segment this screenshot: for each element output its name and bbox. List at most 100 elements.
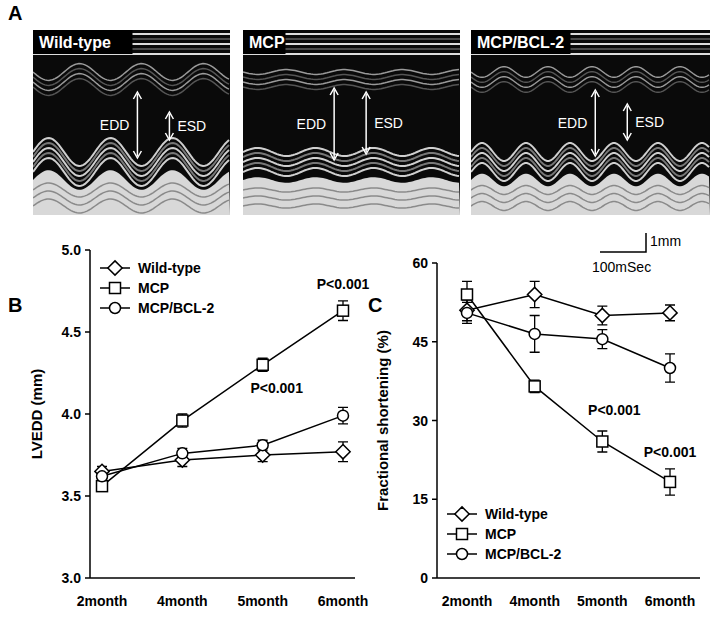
marker bbox=[597, 334, 608, 345]
echo-bottom bbox=[243, 177, 460, 215]
echo-wall bbox=[243, 163, 459, 171]
echo-texture bbox=[243, 204, 459, 208]
marker bbox=[457, 549, 468, 560]
marker bbox=[528, 287, 542, 301]
echo-texture bbox=[471, 202, 709, 211]
series-line bbox=[467, 295, 670, 482]
legend-label: MCP bbox=[138, 280, 169, 296]
arrow-shaft bbox=[137, 94, 139, 156]
error-bar bbox=[177, 448, 187, 458]
annotation: P<0.001 bbox=[250, 380, 303, 396]
error-bar bbox=[338, 407, 348, 423]
y-tick bbox=[85, 495, 90, 497]
echo-septum bbox=[471, 82, 709, 93]
arrow-shaft bbox=[169, 114, 171, 138]
arrow-head bbox=[165, 133, 173, 140]
x-axis bbox=[437, 577, 700, 579]
legend-label: MCP/BCL-2 bbox=[138, 300, 214, 316]
plot-area bbox=[95, 301, 350, 492]
marker bbox=[460, 303, 474, 317]
arrow-shaft bbox=[333, 90, 335, 158]
echo-septum bbox=[243, 70, 459, 75]
marker bbox=[338, 410, 349, 421]
echo-wall bbox=[243, 168, 459, 176]
arrow-head bbox=[362, 147, 370, 154]
y-tick-label: 30 bbox=[412, 413, 428, 429]
marker bbox=[257, 359, 268, 370]
panel-label: B bbox=[8, 294, 22, 316]
marker bbox=[110, 283, 121, 294]
plot-area bbox=[460, 281, 677, 495]
error-bar bbox=[530, 380, 540, 393]
echo-wall bbox=[471, 163, 709, 181]
legend: Wild-typeMCPMCP/BCL-2 bbox=[447, 506, 561, 562]
error-bar bbox=[258, 358, 268, 371]
error-bar bbox=[665, 469, 675, 495]
marker bbox=[665, 476, 676, 487]
echo-title-box bbox=[471, 30, 571, 54]
marker bbox=[177, 448, 188, 459]
x-axis bbox=[90, 577, 355, 579]
echo-septum bbox=[33, 79, 229, 96]
scale-bar bbox=[600, 233, 646, 252]
figure: AWild-typeEDDESDMCPEDDESDMCP/BCL-2EDDESD… bbox=[0, 0, 717, 625]
marker bbox=[338, 305, 349, 316]
echo-image bbox=[243, 30, 460, 215]
marker bbox=[108, 261, 122, 275]
error-bar bbox=[597, 330, 607, 349]
marker bbox=[110, 303, 121, 314]
echo-texture bbox=[243, 196, 459, 200]
arrow-head bbox=[591, 149, 599, 156]
marker bbox=[177, 415, 188, 426]
error-bar bbox=[530, 316, 540, 353]
series-line bbox=[102, 311, 343, 487]
arrow-head bbox=[133, 92, 141, 99]
annotation: P<0.001 bbox=[644, 444, 697, 460]
x-tick-label: 2month bbox=[442, 593, 493, 609]
arrow-shaft bbox=[627, 106, 629, 138]
echo-background bbox=[33, 30, 230, 215]
arrow-head bbox=[133, 151, 141, 158]
echo-title-box bbox=[243, 30, 286, 54]
echo-texture bbox=[243, 188, 459, 192]
arrow-head bbox=[362, 92, 370, 99]
series-line bbox=[102, 452, 343, 472]
marker bbox=[597, 436, 608, 447]
panel-label: C bbox=[368, 294, 382, 316]
marker bbox=[665, 363, 676, 374]
echo-wall bbox=[471, 158, 709, 176]
panel-label: A bbox=[8, 2, 22, 24]
y-tick bbox=[85, 249, 90, 251]
y-axis-label: LVEDD (mm) bbox=[28, 369, 45, 460]
x-tick-label: 2month bbox=[77, 593, 128, 609]
echo-title: MCP/BCL-2 bbox=[477, 34, 564, 51]
legend: Wild-typeMCPMCP/BCL-2 bbox=[100, 260, 214, 316]
marker bbox=[595, 308, 609, 322]
echo-texture bbox=[33, 191, 229, 205]
error-bar bbox=[665, 354, 675, 382]
marker bbox=[457, 529, 468, 540]
y-tick-label: 4.0 bbox=[62, 406, 82, 422]
echo-wall bbox=[243, 158, 459, 166]
x-tick-label: 5month bbox=[237, 593, 288, 609]
y-tick bbox=[432, 262, 437, 264]
y-tick-label: 45 bbox=[412, 334, 428, 350]
arrow-head bbox=[623, 133, 631, 140]
echo-wall bbox=[33, 153, 229, 181]
echo-texture bbox=[471, 194, 709, 203]
marker bbox=[257, 440, 268, 451]
y-tick-label: 0 bbox=[420, 570, 428, 586]
echo-septum bbox=[243, 75, 459, 80]
annotation: P<0.001 bbox=[317, 276, 370, 292]
legend-label: Wild-type bbox=[485, 506, 548, 522]
echo-background bbox=[471, 30, 710, 215]
scale-label: 1mm bbox=[650, 233, 681, 249]
y-tick bbox=[85, 413, 90, 415]
echo-bottom bbox=[33, 170, 230, 215]
arrow-head bbox=[623, 104, 631, 111]
y-tick-label: 3.5 bbox=[62, 488, 82, 504]
echo-label: ESD bbox=[635, 114, 664, 130]
marker bbox=[663, 306, 677, 320]
error-bar bbox=[258, 440, 268, 450]
y-tick bbox=[432, 341, 437, 343]
